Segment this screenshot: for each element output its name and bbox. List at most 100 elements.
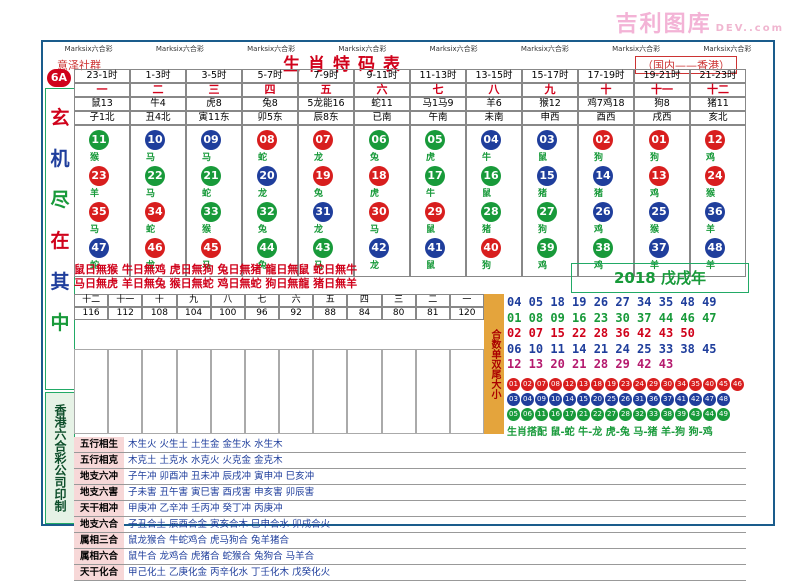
small-ball: 38 [661, 408, 674, 421]
animal-label: 马 [146, 189, 156, 199]
number-ball: 14 [593, 166, 613, 186]
poem-cell [313, 349, 348, 434]
number-ball: 43 [313, 238, 333, 258]
small-ball-row: 01 02 07 08 12 13 18 19 23 24 29 30 34 35 40 45 46 [507, 378, 755, 391]
number-ball: 34 [145, 202, 165, 222]
bottom-label: 地支六合 [74, 517, 124, 532]
small-ball: 47 [703, 393, 716, 406]
number-cell: 九 [522, 83, 578, 97]
small-ball: 07 [535, 378, 548, 391]
animal-label: 狗 [538, 225, 548, 235]
number-ball: 23 [89, 166, 109, 186]
brand-label: Marksix六合彩 [612, 44, 661, 53]
page-title: 生肖特码表 [283, 55, 408, 75]
ball-column: 06 兔 18 虎 30 马 42 龙 [354, 125, 410, 277]
bottom-row: 地支六冲 子午冲 卯酉冲 丑未冲 辰戌冲 寅申冲 巳亥冲 [74, 469, 746, 485]
animal-label: 蛇 [202, 189, 212, 199]
bottom-value: 子丑合土 辰酉合金 寅亥合木 巳申合水 卯戌合火 [128, 519, 331, 530]
ball-column: 12 鸡 24 猴 36 羊 48 羊 [690, 125, 746, 277]
animal-label: 鼠 [426, 261, 436, 271]
number-ball: 35 [89, 202, 109, 222]
bottom-value: 甲庚冲 乙辛冲 壬丙冲 癸丁冲 丙庚冲 [128, 503, 283, 514]
table-cell: 五 [313, 294, 348, 307]
time-cell: 3-5时 [186, 69, 242, 83]
direction-cell: 戌西 [634, 111, 690, 125]
animal-label: 猴 [202, 225, 212, 235]
small-ball-row: 05 06 11 16 17 21 22 27 28 32 33 38 39 43 44 49 [507, 408, 755, 421]
animal-label: 马 [370, 225, 380, 235]
number-ball: 37 [649, 238, 669, 258]
small-ball: 01 [507, 378, 520, 391]
small-ball: 24 [633, 378, 646, 391]
number-ball: 22 [145, 166, 165, 186]
number-ball: 46 [145, 238, 165, 258]
number-cell: 一 [74, 83, 130, 97]
small-ball-grid: 01 02 07 08 12 13 18 19 23 24 29 30 34 35 40 45 46 03 04 09… [507, 378, 755, 438]
table-cell: 112 [108, 307, 143, 320]
bottom-label: 五行相生 [74, 437, 124, 452]
number-cell: 五 [298, 83, 354, 97]
zodiac-line-2: 马日無虎 羊日無兔 猴日無蛇 鸡日無蛇 狗日無龍 猪日無羊 [74, 277, 358, 290]
number-table-row-2: 116 112 108 104 100 96 92 88 84 80 81 120 [74, 307, 484, 320]
number-line: 06 10 11 14 21 24 25 33 38 45 [507, 341, 717, 356]
number-ball: 04 [481, 130, 501, 150]
branch-cell: 鼠13 [74, 97, 130, 111]
small-ball: 31 [633, 393, 646, 406]
branch-cell: 牛4 [130, 97, 186, 111]
time-cell: 11-13时 [410, 69, 466, 83]
direction-cell: 午南 [410, 111, 466, 125]
animal-label: 猴 [90, 153, 100, 163]
bottom-label: 地支六害 [74, 485, 124, 500]
number-ball: 02 [593, 130, 613, 150]
ball-column: 01 狗 13 鸡 25 猴 37 羊 [634, 125, 690, 277]
number-ball: 17 [425, 166, 445, 186]
table-cell: 92 [279, 307, 314, 320]
table-cell: 108 [142, 307, 177, 320]
direction-cell: 酉西 [578, 111, 634, 125]
brand-label: Marksix六合彩 [703, 44, 752, 53]
small-ball: 09 [535, 393, 548, 406]
table-cell: 十一 [108, 294, 143, 307]
bottom-row: 属相六合 鼠牛合 龙鸡合 虎猪合 蛇猴合 兔狗合 马羊合 [74, 549, 746, 565]
time-cell: 1-3时 [130, 69, 186, 83]
number-ball: 30 [369, 202, 389, 222]
animal-label: 鸡 [538, 261, 548, 271]
animal-label: 鼠 [426, 225, 436, 235]
poem-cell [74, 349, 109, 434]
animal-label: 牛 [426, 189, 436, 199]
poem-cell [415, 349, 450, 434]
small-ball: 42 [689, 393, 702, 406]
small-ball: 30 [661, 378, 674, 391]
animal-label: 兔 [314, 189, 324, 199]
small-ball: 49 [717, 408, 730, 421]
animal-label: 兔 [370, 153, 380, 163]
direction-cell: 未南 [466, 111, 522, 125]
animal-label: 龙 [370, 261, 380, 271]
small-ball: 48 [717, 393, 730, 406]
direction-cell: 寅11东 [186, 111, 242, 125]
table-cell: 81 [415, 307, 450, 320]
animal-label: 马 [202, 261, 212, 271]
small-ball: 33 [647, 408, 660, 421]
bottom-row: 五行相生 木生火 火生土 土生金 金生水 水生木 [74, 437, 746, 453]
bottom-value: 甲己化土 乙庚化金 丙辛化水 丁壬化木 戊癸化火 [128, 567, 331, 578]
direction-cell: 亥北 [690, 111, 746, 125]
number-ball: 42 [369, 238, 389, 258]
bottom-row: 属相三合 鼠龙猴合 牛蛇鸡合 虎马狗合 兔羊猪合 [74, 533, 746, 549]
small-ball: 22 [591, 408, 604, 421]
bottom-row: 地支六害 子未害 丑午害 寅巳害 酉戌害 申亥害 卯辰害 [74, 485, 746, 501]
small-ball: 27 [605, 408, 618, 421]
watermark-title: 吉利图库 [615, 12, 712, 37]
small-ball: 46 [731, 378, 744, 391]
animal-label: 虎 [426, 153, 436, 163]
animal-label: 马 [90, 225, 100, 235]
small-ball: 28 [619, 408, 632, 421]
brand-label: Marksix六合彩 [429, 44, 478, 53]
animal-label: 马 [146, 153, 156, 163]
poem-cell [279, 349, 314, 434]
animal-label: 兔 [258, 225, 268, 235]
time-cell: 13-15时 [466, 69, 522, 83]
table-cell: 96 [244, 307, 279, 320]
pair-text: 生肖搭配 鼠-蛇 牛-龙 虎-兔 马-猪 羊-狗 狗-鸡 [507, 427, 713, 438]
bottom-value: 鼠牛合 龙鸡合 虎猪合 蛇猴合 兔狗合 马羊合 [128, 551, 315, 562]
